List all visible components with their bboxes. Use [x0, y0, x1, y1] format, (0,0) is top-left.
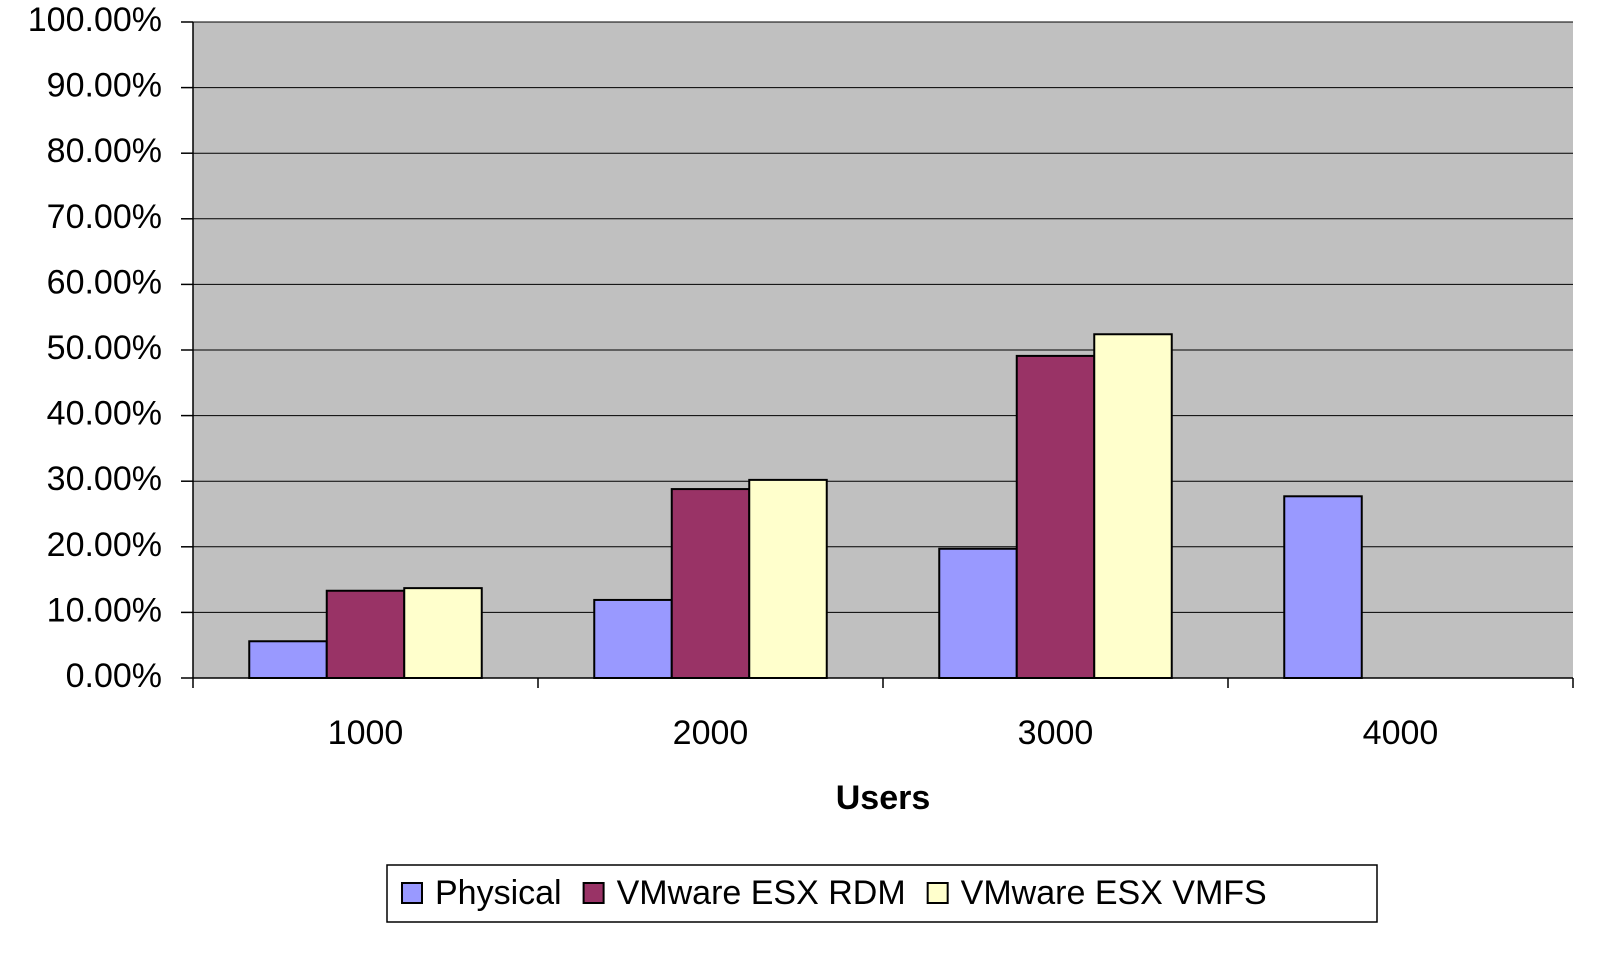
x-tick-label: 2000 — [673, 714, 749, 752]
y-tick-label: 80.00% — [47, 132, 162, 170]
bar — [325, 589, 406, 680]
bar — [938, 547, 1018, 679]
bar — [1283, 495, 1363, 679]
x-tick-label: 3000 — [1018, 714, 1094, 752]
bar — [748, 478, 828, 679]
bar — [670, 488, 751, 679]
legend-label: VMware ESX RDM — [617, 874, 906, 912]
legend-swatch — [401, 882, 423, 904]
y-tick-label: 90.00% — [47, 67, 162, 105]
x-tick-label: 1000 — [328, 714, 404, 752]
y-tick-label: 60.00% — [47, 263, 162, 301]
y-tick-label: 50.00% — [47, 329, 162, 367]
y-tick-label: 30.00% — [47, 460, 162, 498]
legend-label: VMware ESX VMFS — [961, 874, 1267, 912]
x-tick-label: 4000 — [1363, 714, 1439, 752]
x-axis-label: Users — [836, 779, 931, 817]
legend-swatch — [926, 882, 949, 904]
bar — [248, 640, 328, 679]
legend-box — [386, 864, 1378, 923]
bar — [1093, 333, 1173, 679]
y-tick-label: 40.00% — [47, 395, 162, 433]
legend-swatch — [582, 882, 605, 904]
bar — [593, 598, 673, 679]
bar — [1015, 354, 1096, 679]
y-tick-label: 0.00% — [66, 657, 162, 695]
y-tick-label: 70.00% — [47, 198, 162, 236]
bar — [403, 587, 483, 679]
y-tick-label: 10.00% — [47, 591, 162, 629]
y-tick-label: 100.00% — [28, 1, 162, 39]
legend-label: Physical — [435, 874, 562, 912]
y-tick-label: 20.00% — [47, 526, 162, 564]
